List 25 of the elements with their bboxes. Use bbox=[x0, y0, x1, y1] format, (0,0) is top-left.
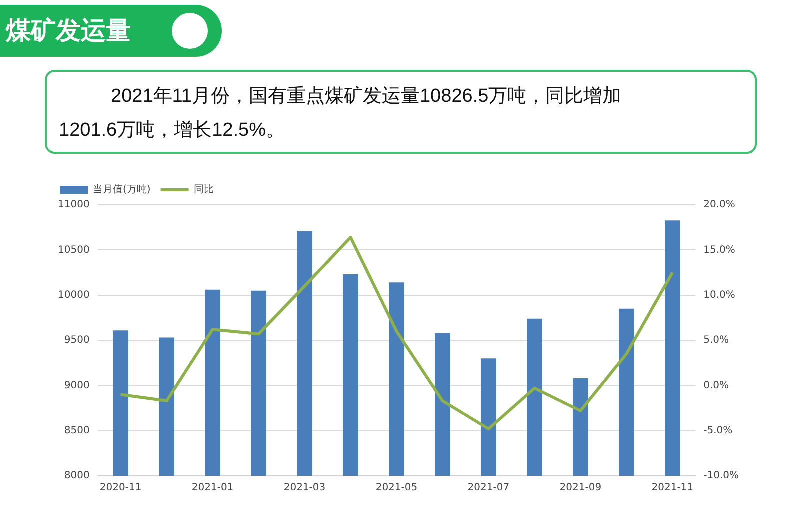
x-tick-label: 2021-05 bbox=[376, 482, 418, 494]
x-tick-label: 2021-03 bbox=[284, 482, 326, 494]
y-tick-label: 9000 bbox=[64, 380, 90, 392]
y-tick-label: 9500 bbox=[64, 335, 90, 346]
x-tick-label: 2021-01 bbox=[192, 482, 234, 494]
y2-tick-label: -5.0% bbox=[704, 425, 733, 436]
chart-title: 煤矿发运量 bbox=[6, 15, 131, 47]
y2-tick-label: -10.0% bbox=[704, 470, 740, 482]
y-tick-label: 10000 bbox=[58, 290, 90, 301]
chart-subtitle: 2021年11月份，国有重点煤矿发运量10826.5万吨，同比增加1201.6万吨，增长12.5%。 bbox=[45, 70, 757, 154]
y2-tick-label: 5.0% bbox=[704, 335, 730, 346]
legend-label: 同比 bbox=[194, 184, 214, 196]
x-tick-label: 2020-11 bbox=[100, 482, 142, 494]
y-tick-label: 8500 bbox=[64, 425, 90, 436]
x-tick-label: 2021-07 bbox=[468, 482, 510, 494]
y2-tick-label: 10.0% bbox=[704, 290, 736, 301]
y-tick-label: 11000 bbox=[58, 200, 90, 211]
y-tick-label: 10500 bbox=[58, 244, 90, 256]
y2-tick-label: 20.0% bbox=[704, 200, 736, 211]
legend-label: 当月值(万吨) bbox=[93, 184, 151, 196]
y2-tick-label: 15.0% bbox=[704, 244, 736, 256]
y2-tick-label: 0.0% bbox=[704, 380, 730, 392]
x-tick-label: 2021-11 bbox=[652, 482, 694, 494]
x-tick-label: 2021-09 bbox=[560, 482, 602, 494]
y-tick-label: 8000 bbox=[64, 470, 90, 482]
